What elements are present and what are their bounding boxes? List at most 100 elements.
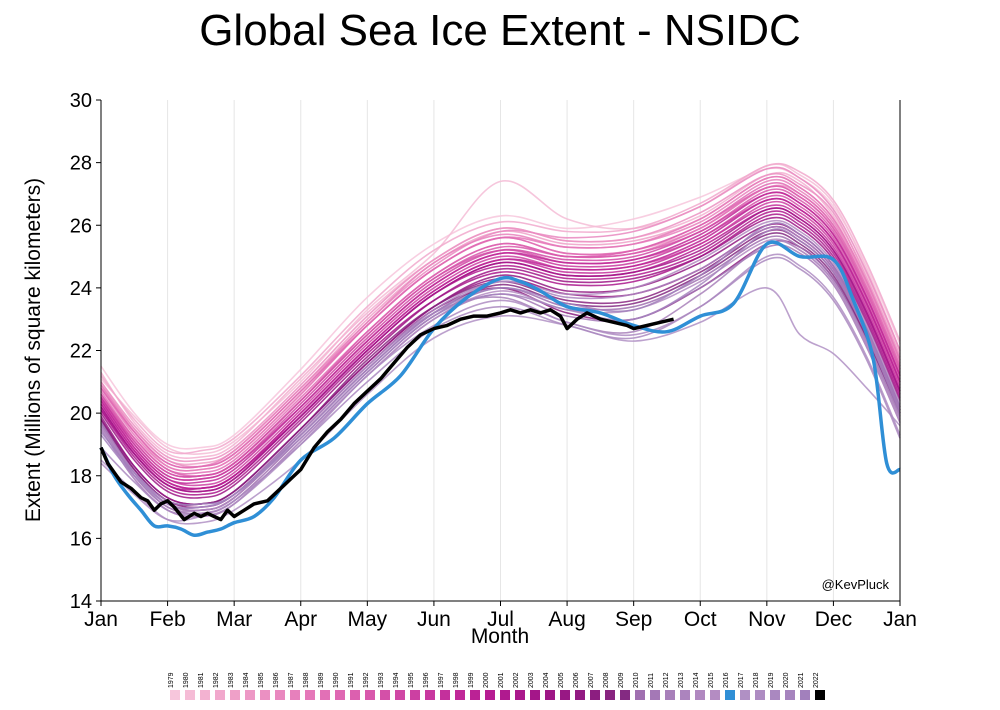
x-tick-label: Jun xyxy=(417,608,451,631)
legend-item-1981: 1981 xyxy=(198,658,211,702)
legend-swatch xyxy=(515,690,525,700)
legend-swatch xyxy=(545,690,555,700)
legend-item-1994: 1994 xyxy=(393,658,406,702)
legend-swatch xyxy=(725,690,735,700)
y-tick-label: 30 xyxy=(70,90,92,112)
legend-swatch xyxy=(350,690,360,700)
legend-item-1988: 1988 xyxy=(303,658,316,702)
y-tick-label: 20 xyxy=(70,403,92,425)
legend-item-2005: 2005 xyxy=(558,658,571,702)
x-tick-label: Oct xyxy=(684,608,717,631)
y-tick-label: 14 xyxy=(70,591,92,613)
legend-item-1984: 1984 xyxy=(243,658,256,702)
legend-swatch xyxy=(740,690,750,700)
legend-swatch xyxy=(425,690,435,700)
x-tick-label: Aug xyxy=(548,608,585,631)
legend-label: 2022 xyxy=(813,672,820,688)
legend-item-2003: 2003 xyxy=(528,658,541,702)
legend-item-2019: 2019 xyxy=(768,658,781,702)
x-tick-label: Nov xyxy=(748,608,786,631)
series-line-1980 xyxy=(100,163,901,455)
legend-swatch xyxy=(560,690,570,700)
y-tick-label: 16 xyxy=(70,528,92,550)
legend-item-2007: 2007 xyxy=(588,658,601,702)
legend-swatch xyxy=(755,690,765,700)
series-line-2021 xyxy=(100,222,901,506)
y-tick-label: 24 xyxy=(70,278,92,300)
legend-swatch xyxy=(200,690,210,700)
legend-item-1996: 1996 xyxy=(423,658,436,702)
legend-item-1998: 1998 xyxy=(453,658,466,702)
legend-swatch xyxy=(590,690,600,700)
gridlines xyxy=(167,100,834,601)
series-line-2019 xyxy=(100,256,901,516)
legend-item-2011: 2011 xyxy=(648,658,661,702)
series-line-2020 xyxy=(100,228,901,509)
legend-swatch xyxy=(815,690,825,700)
legend-swatch xyxy=(290,690,300,700)
legend-swatch xyxy=(395,690,405,700)
legend-swatch xyxy=(245,690,255,700)
legend-item-1987: 1987 xyxy=(288,658,301,702)
legend-item-2009: 2009 xyxy=(618,658,631,702)
legend-item-2001: 2001 xyxy=(498,658,511,702)
legend-swatch xyxy=(440,690,450,700)
legend-swatch xyxy=(635,690,645,700)
legend-swatch xyxy=(650,690,660,700)
series-line-1979 xyxy=(100,167,901,450)
legend-swatch xyxy=(695,690,705,700)
legend-item-2021: 2021 xyxy=(798,658,811,702)
legend-item-2013: 2013 xyxy=(678,658,691,702)
legend-swatch xyxy=(665,690,675,700)
series-line-1998 xyxy=(100,191,901,485)
x-ticks: Jan Feb Mar Apr May Jun Jul Aug Sep Oct Nov Dec Jan xyxy=(84,601,917,631)
series-line-2016 xyxy=(99,240,901,538)
y-tick-label: 18 xyxy=(70,466,92,488)
series-line-2014 xyxy=(100,219,901,512)
legend-item-1985: 1985 xyxy=(258,658,271,702)
legend-item-1993: 1993 xyxy=(378,658,391,702)
legend-swatch xyxy=(680,690,690,700)
legend-swatch xyxy=(185,690,195,700)
x-tick-label: May xyxy=(347,608,387,631)
legend-swatch xyxy=(170,690,180,700)
series-line-1995 xyxy=(100,200,901,487)
legend-item-2014: 2014 xyxy=(693,658,706,702)
series-line-1985 xyxy=(100,172,901,463)
sea-ice-chart: 14 16 18 20 22 24 26 28 30 Jan Feb Mar Apr May Jun Jul… xyxy=(22,90,917,648)
series-line-2022 xyxy=(99,308,674,522)
legend-swatch xyxy=(260,690,270,700)
series-line-1990 xyxy=(100,182,901,469)
legend-swatch xyxy=(770,690,780,700)
series-line-2003 xyxy=(100,207,901,493)
legend-swatch xyxy=(470,690,480,700)
legend-swatch xyxy=(305,690,315,700)
x-tick-label: Jul xyxy=(487,608,514,631)
legend-swatch xyxy=(605,690,615,700)
legend-item-1983: 1983 xyxy=(228,658,241,702)
series-line-1982 xyxy=(100,162,901,455)
x-tick-label: Sep xyxy=(615,608,652,631)
legend-item-2020: 2020 xyxy=(783,658,796,702)
legend-swatch xyxy=(455,690,465,700)
legend-item-2002: 2002 xyxy=(513,658,526,702)
y-axis-label: Extent (Millions of square kilometers) xyxy=(22,178,45,522)
legend-swatch xyxy=(800,690,810,700)
series-line-2002 xyxy=(100,213,901,496)
legend-item-1986: 1986 xyxy=(273,658,286,702)
legend-swatch xyxy=(785,690,795,700)
legend-item-1997: 1997 xyxy=(438,658,451,702)
credit-label: @KevPluck xyxy=(822,577,890,592)
legend-item-2016: 2016 xyxy=(723,658,736,702)
series-layer xyxy=(99,162,901,538)
x-tick-label: Jan xyxy=(883,608,917,631)
legend-item-1999: 1999 xyxy=(468,658,481,702)
legend-swatch xyxy=(500,690,510,700)
series-line-2017 xyxy=(100,287,901,525)
legend-swatch xyxy=(275,690,285,700)
x-tick-label: Mar xyxy=(216,608,252,631)
legend-swatch xyxy=(380,690,390,700)
legend-item-1992: 1992 xyxy=(363,658,376,702)
legend-item-2018: 2018 xyxy=(753,658,766,702)
legend-item-1995: 1995 xyxy=(408,658,421,702)
